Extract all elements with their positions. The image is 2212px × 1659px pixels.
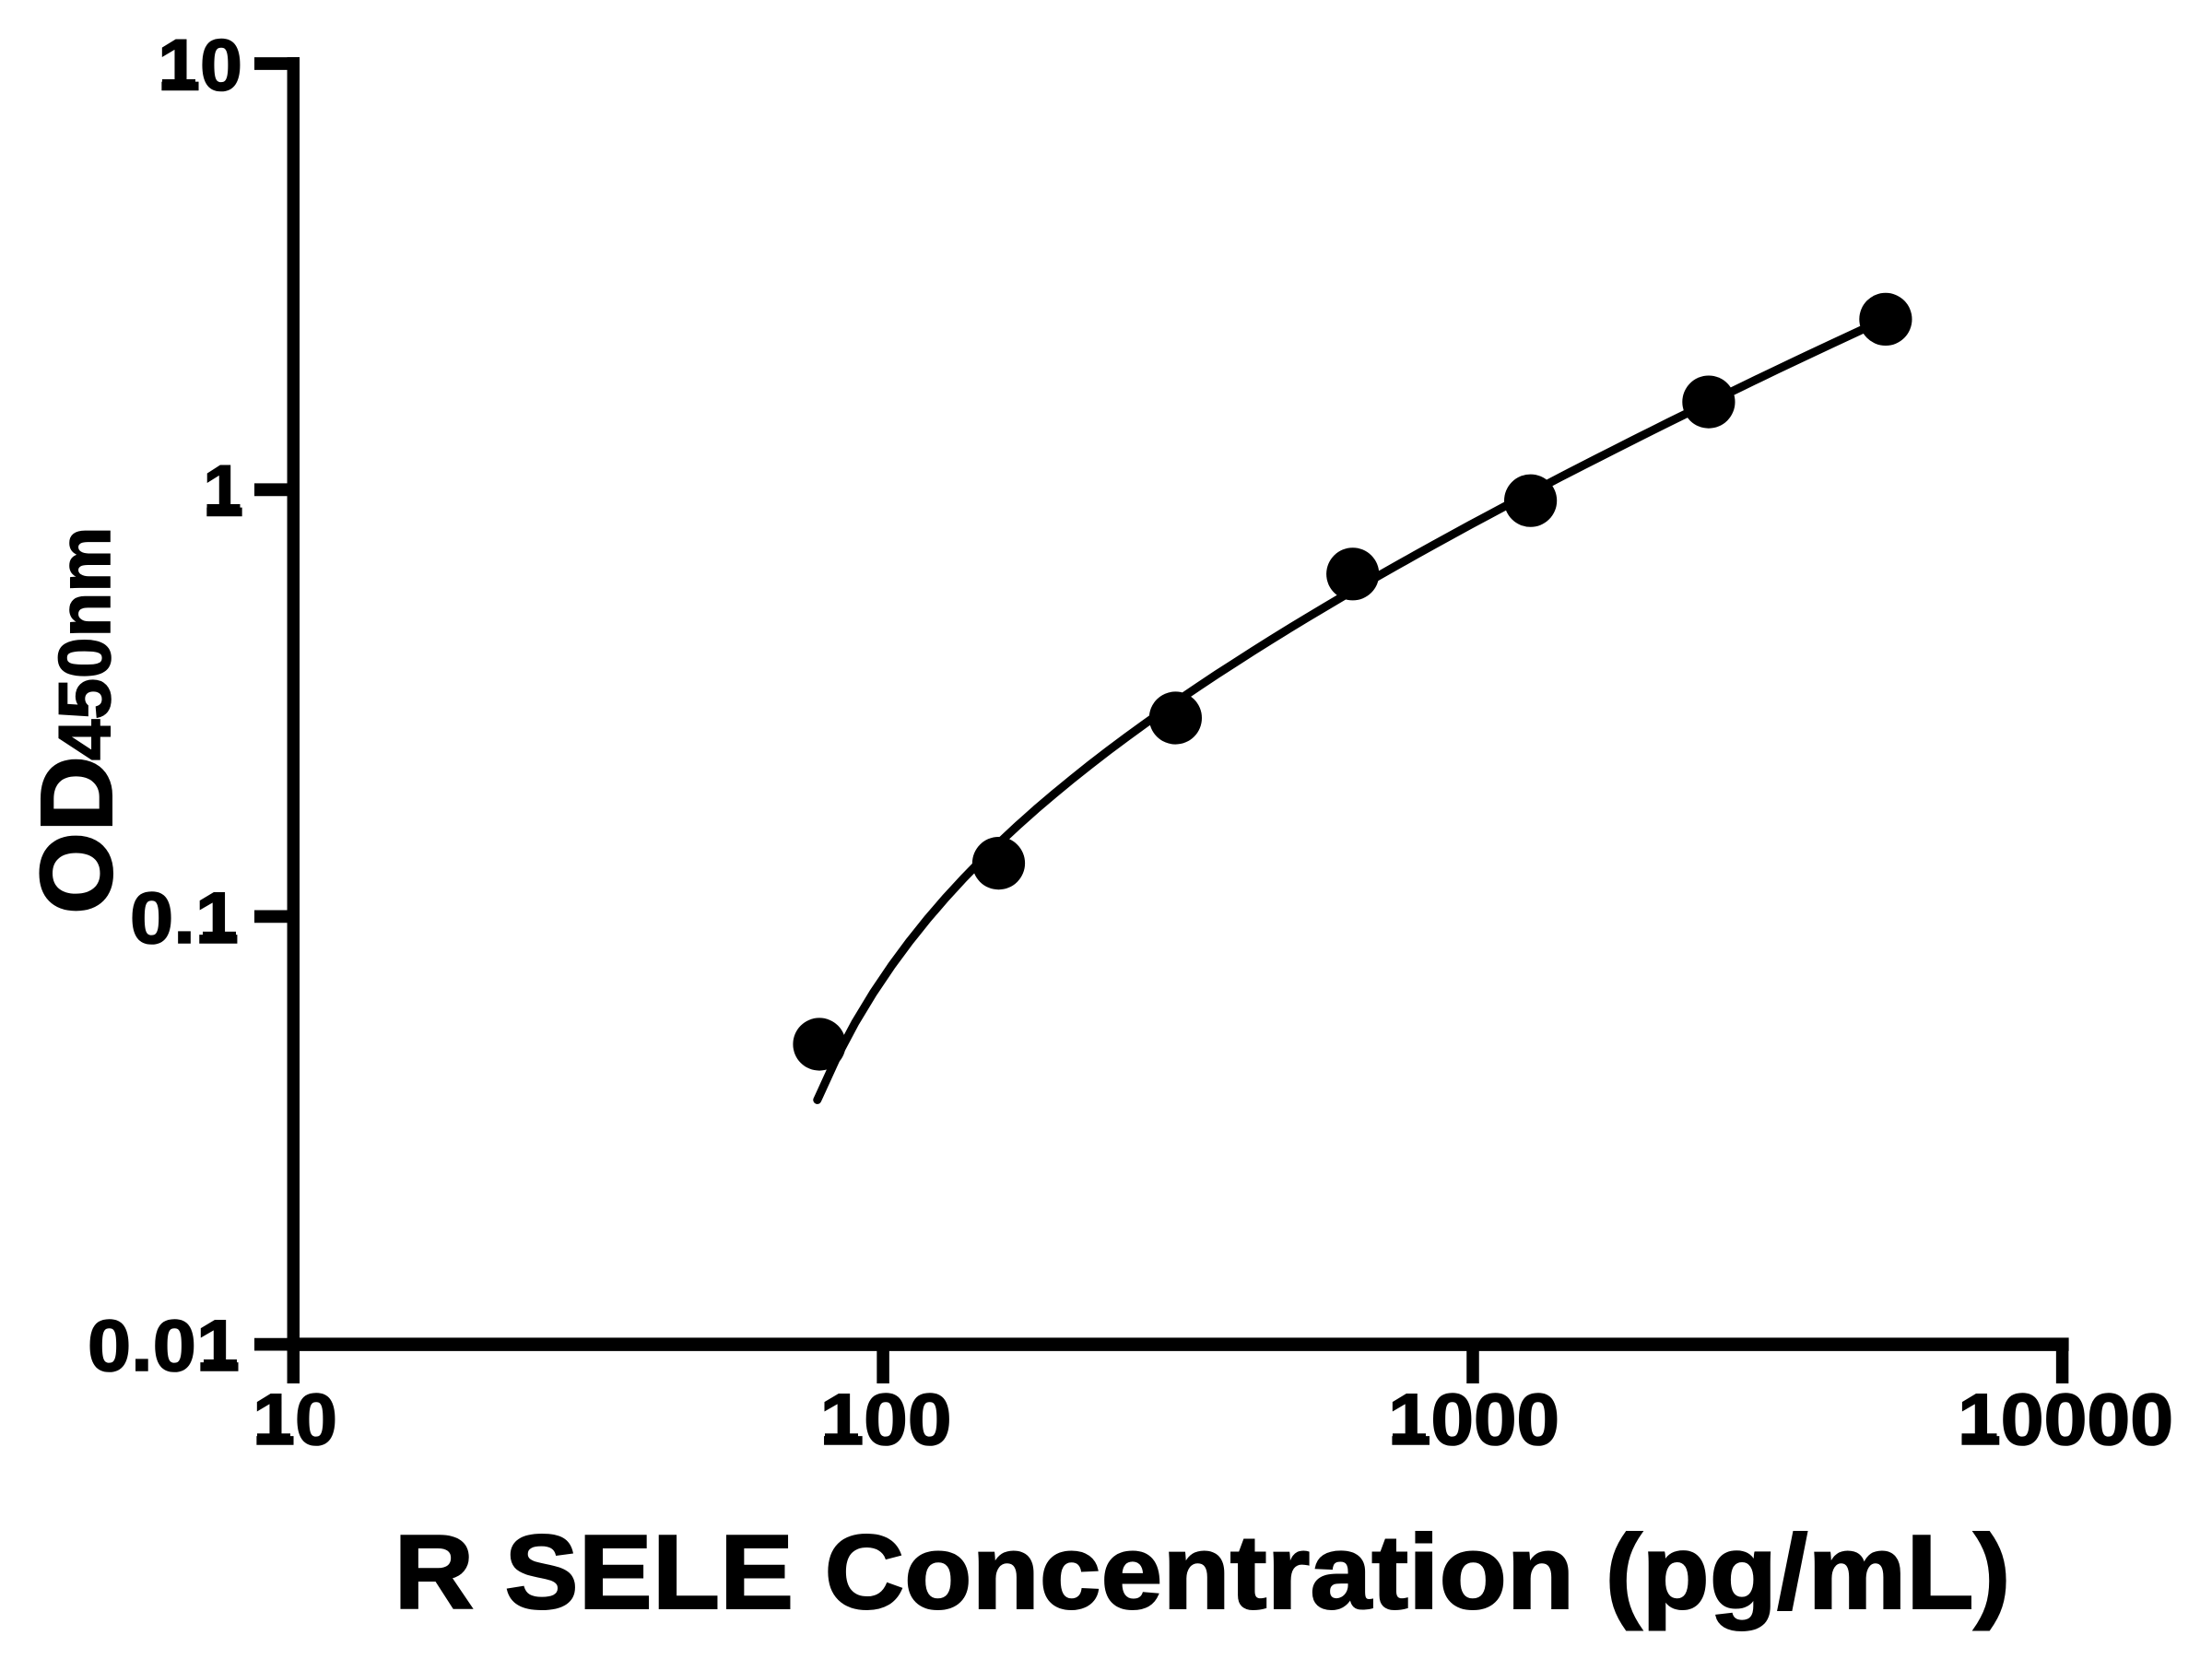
svg-text:1000: 1000 (1388, 1378, 1559, 1460)
svg-text:100: 100 (820, 1378, 952, 1460)
svg-text:10: 10 (158, 23, 242, 105)
svg-text:450nm: 450nm (43, 527, 125, 760)
svg-text:0.01: 0.01 (88, 1304, 240, 1386)
svg-text:OD: OD (20, 756, 134, 914)
svg-text:1: 1 (203, 450, 243, 532)
svg-text:0.1: 0.1 (130, 877, 239, 959)
svg-text:10000: 10000 (1958, 1378, 2173, 1460)
svg-text:R SELE Concentration (pg/mL): R SELE Concentration (pg/mL) (394, 1514, 2011, 1631)
svg-text:10: 10 (253, 1378, 337, 1460)
